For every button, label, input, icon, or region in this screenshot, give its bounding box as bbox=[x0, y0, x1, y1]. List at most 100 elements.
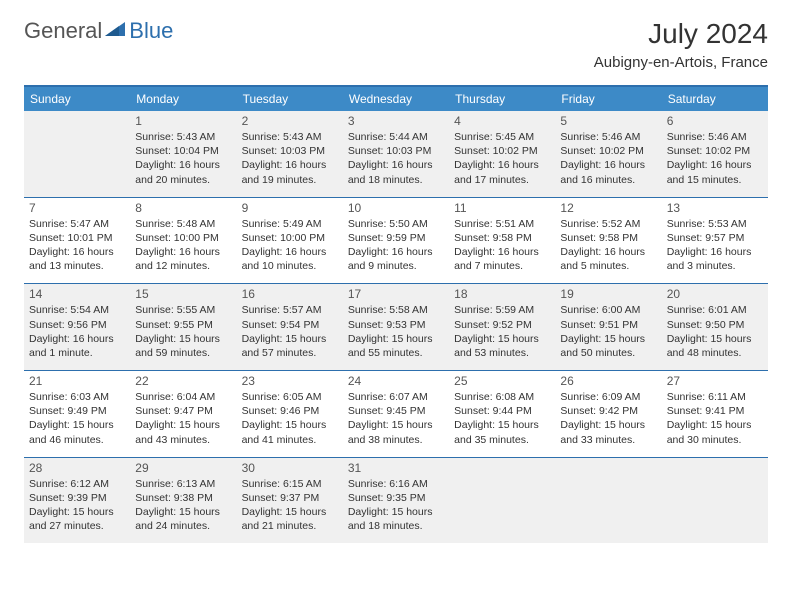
calendar: Sunday Monday Tuesday Wednesday Thursday… bbox=[24, 85, 768, 543]
day-number: 4 bbox=[454, 114, 550, 128]
logo: General Blue bbox=[24, 18, 173, 44]
week-row: 1 Sunrise: 5:43 AMSunset: 10:04 PMDayligh… bbox=[24, 111, 768, 197]
day-info: Sunrise: 5:51 AMSunset: 9:58 PMDaylight:… bbox=[454, 217, 550, 274]
day-number: 12 bbox=[560, 201, 656, 215]
day-info: Sunrise: 5:46 AMSunset: 10:02 PMDaylight… bbox=[667, 130, 763, 187]
logo-text-blue: Blue bbox=[129, 18, 173, 44]
day-cell bbox=[662, 458, 768, 544]
day-info: Sunrise: 5:43 AMSunset: 10:03 PMDaylight… bbox=[242, 130, 338, 187]
day-info: Sunrise: 5:43 AMSunset: 10:04 PMDaylight… bbox=[135, 130, 231, 187]
header: General Blue July 2024 Aubigny-en-Artois… bbox=[0, 0, 792, 79]
day-cell: 4 Sunrise: 5:45 AMSunset: 10:02 PMDayligh… bbox=[449, 111, 555, 197]
day-info: Sunrise: 6:05 AMSunset: 9:46 PMDaylight:… bbox=[242, 390, 338, 447]
day-cell: 7Sunrise: 5:47 AMSunset: 10:01 PMDayligh… bbox=[24, 198, 130, 284]
day-cell: 2Sunrise: 5:43 AMSunset: 10:03 PMDayligh… bbox=[237, 111, 343, 197]
day-number: 18 bbox=[454, 287, 550, 301]
day-cell: 11 Sunrise: 5:51 AMSunset: 9:58 PMDayligh… bbox=[449, 198, 555, 284]
day-info: Sunrise: 5:57 AMSunset: 9:54 PMDaylight:… bbox=[242, 303, 338, 360]
week-row: 7Sunrise: 5:47 AMSunset: 10:01 PMDayligh… bbox=[24, 198, 768, 284]
day-info: Sunrise: 5:49 AMSunset: 10:00 PMDaylight… bbox=[242, 217, 338, 274]
day-cell: 23 Sunrise: 6:05 AMSunset: 9:46 PMDayligh… bbox=[237, 371, 343, 457]
day-info: Sunrise: 5:48 AMSunset: 10:00 PMDaylight… bbox=[135, 217, 231, 274]
day-cell: 22Sunrise: 6:04 AMSunset: 9:47 PMDayligh… bbox=[130, 371, 236, 457]
day-info: Sunrise: 6:07 AMSunset: 9:45 PMDaylight:… bbox=[348, 390, 444, 447]
day-cell: 14 Sunrise: 5:54 AMSunset: 9:56 PMDayligh… bbox=[24, 284, 130, 370]
day-info: Sunrise: 5:45 AMSunset: 10:02 PMDaylight… bbox=[454, 130, 550, 187]
day-info: Sunrise: 6:03 AMSunset: 9:49 PMDaylight:… bbox=[29, 390, 125, 447]
day-info: Sunrise: 5:46 AMSunset: 10:02 PMDaylight… bbox=[560, 130, 656, 187]
week-row: 28 Sunrise: 6:12 AMSunset: 9:39 PMDayligh… bbox=[24, 458, 768, 544]
day-info: Sunrise: 5:53 AMSunset: 9:57 PMDaylight:… bbox=[667, 217, 763, 274]
day-cell: 26Sunrise: 6:09 AMSunset: 9:42 PMDayligh… bbox=[555, 371, 661, 457]
day-info: Sunrise: 5:58 AMSunset: 9:53 PMDaylight:… bbox=[348, 303, 444, 360]
day-info: Sunrise: 5:55 AMSunset: 9:55 PMDaylight:… bbox=[135, 303, 231, 360]
day-cell bbox=[449, 458, 555, 544]
day-number: 13 bbox=[667, 201, 763, 215]
day-number: 29 bbox=[135, 461, 231, 475]
calendar-body: 1 Sunrise: 5:43 AMSunset: 10:04 PMDayligh… bbox=[24, 111, 768, 543]
day-cell: 29 Sunrise: 6:13 AMSunset: 9:38 PMDayligh… bbox=[130, 458, 236, 544]
day-cell: 25Sunrise: 6:08 AMSunset: 9:44 PMDayligh… bbox=[449, 371, 555, 457]
day-number: 19 bbox=[560, 287, 656, 301]
day-cell: 3 Sunrise: 5:44 AMSunset: 10:03 PMDayligh… bbox=[343, 111, 449, 197]
day-cell: 6Sunrise: 5:46 AMSunset: 10:02 PMDayligh… bbox=[662, 111, 768, 197]
day-cell: 24Sunrise: 6:07 AMSunset: 9:45 PMDayligh… bbox=[343, 371, 449, 457]
weekday-saturday: Saturday bbox=[662, 87, 768, 111]
day-cell: 28 Sunrise: 6:12 AMSunset: 9:39 PMDayligh… bbox=[24, 458, 130, 544]
day-cell: 9 Sunrise: 5:49 AMSunset: 10:00 PMDayligh… bbox=[237, 198, 343, 284]
weekday-friday: Friday bbox=[555, 87, 661, 111]
day-number: 28 bbox=[29, 461, 125, 475]
day-number: 31 bbox=[348, 461, 444, 475]
day-info: Sunrise: 5:52 AMSunset: 9:58 PMDaylight:… bbox=[560, 217, 656, 274]
day-number: 23 bbox=[242, 374, 338, 388]
day-cell: 19 Sunrise: 6:00 AMSunset: 9:51 PMDayligh… bbox=[555, 284, 661, 370]
day-info: Sunrise: 5:44 AMSunset: 10:03 PMDaylight… bbox=[348, 130, 444, 187]
day-cell: 12 Sunrise: 5:52 AMSunset: 9:58 PMDayligh… bbox=[555, 198, 661, 284]
day-number: 20 bbox=[667, 287, 763, 301]
weekday-tuesday: Tuesday bbox=[237, 87, 343, 111]
weekday-wednesday: Wednesday bbox=[343, 87, 449, 111]
day-cell: 16 Sunrise: 5:57 AMSunset: 9:54 PMDayligh… bbox=[237, 284, 343, 370]
logo-text-general: General bbox=[24, 18, 102, 44]
day-info: Sunrise: 5:47 AMSunset: 10:01 PMDaylight… bbox=[29, 217, 125, 274]
day-number: 9 bbox=[242, 201, 338, 215]
day-info: Sunrise: 6:01 AMSunset: 9:50 PMDaylight:… bbox=[667, 303, 763, 360]
day-cell: 17 Sunrise: 5:58 AMSunset: 9:53 PMDayligh… bbox=[343, 284, 449, 370]
day-info: Sunrise: 5:50 AMSunset: 9:59 PMDaylight:… bbox=[348, 217, 444, 274]
day-cell bbox=[24, 111, 130, 197]
day-info: Sunrise: 6:04 AMSunset: 9:47 PMDaylight:… bbox=[135, 390, 231, 447]
weekday-sunday: Sunday bbox=[24, 87, 130, 111]
day-number: 3 bbox=[348, 114, 444, 128]
day-info: Sunrise: 6:15 AMSunset: 9:37 PMDaylight:… bbox=[242, 477, 338, 534]
day-number: 10 bbox=[348, 201, 444, 215]
day-number: 16 bbox=[242, 287, 338, 301]
day-info: Sunrise: 6:13 AMSunset: 9:38 PMDaylight:… bbox=[135, 477, 231, 534]
weekday-thursday: Thursday bbox=[449, 87, 555, 111]
day-cell: 20 Sunrise: 6:01 AMSunset: 9:50 PMDayligh… bbox=[662, 284, 768, 370]
day-number: 11 bbox=[454, 201, 550, 215]
day-cell: 13 Sunrise: 5:53 AMSunset: 9:57 PMDayligh… bbox=[662, 198, 768, 284]
day-number: 1 bbox=[135, 114, 231, 128]
day-number: 17 bbox=[348, 287, 444, 301]
day-number: 14 bbox=[29, 287, 125, 301]
day-cell: 15 Sunrise: 5:55 AMSunset: 9:55 PMDayligh… bbox=[130, 284, 236, 370]
day-number: 30 bbox=[242, 461, 338, 475]
day-cell: 1 Sunrise: 5:43 AMSunset: 10:04 PMDayligh… bbox=[130, 111, 236, 197]
day-number: 8 bbox=[135, 201, 231, 215]
day-info: Sunrise: 6:00 AMSunset: 9:51 PMDaylight:… bbox=[560, 303, 656, 360]
day-number: 15 bbox=[135, 287, 231, 301]
page-title: July 2024 bbox=[594, 18, 768, 50]
day-cell: 5Sunrise: 5:46 AMSunset: 10:02 PMDayligh… bbox=[555, 111, 661, 197]
day-cell bbox=[555, 458, 661, 544]
day-info: Sunrise: 6:08 AMSunset: 9:44 PMDaylight:… bbox=[454, 390, 550, 447]
day-info: Sunrise: 5:54 AMSunset: 9:56 PMDaylight:… bbox=[29, 303, 125, 360]
weekday-header: Sunday Monday Tuesday Wednesday Thursday… bbox=[24, 87, 768, 111]
day-cell: 30 Sunrise: 6:15 AMSunset: 9:37 PMDayligh… bbox=[237, 458, 343, 544]
day-cell: 18Sunrise: 5:59 AMSunset: 9:52 PMDayligh… bbox=[449, 284, 555, 370]
day-cell: 10 Sunrise: 5:50 AMSunset: 9:59 PMDayligh… bbox=[343, 198, 449, 284]
day-info: Sunrise: 6:09 AMSunset: 9:42 PMDaylight:… bbox=[560, 390, 656, 447]
day-info: Sunrise: 6:11 AMSunset: 9:41 PMDaylight:… bbox=[667, 390, 763, 447]
page-subtitle: Aubigny-en-Artois, France bbox=[594, 54, 768, 71]
day-info: Sunrise: 6:12 AMSunset: 9:39 PMDaylight:… bbox=[29, 477, 125, 534]
logo-triangle-icon bbox=[105, 20, 127, 43]
